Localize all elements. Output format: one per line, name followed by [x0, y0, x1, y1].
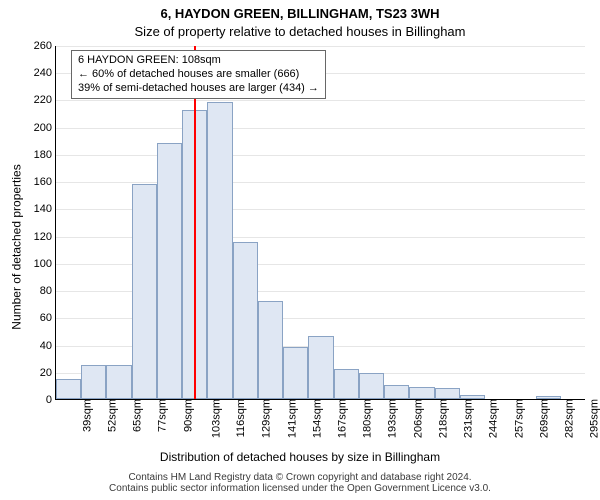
page-title: 6, HAYDON GREEN, BILLINGHAM, TS23 3WH: [0, 6, 600, 21]
y-tick-label: 100: [34, 258, 56, 270]
histogram-bar: [409, 387, 434, 399]
x-tick-label: 231sqm: [459, 399, 475, 438]
histogram-bar: [157, 143, 182, 399]
gridline: [56, 128, 585, 129]
histogram-bar: [359, 373, 384, 399]
y-tick-label: 220: [34, 94, 56, 106]
footer-line-2: Contains public sector information licen…: [0, 483, 600, 494]
histogram-bar: [207, 102, 232, 399]
y-tick-label: 240: [34, 67, 56, 79]
x-tick-label: 295sqm: [585, 399, 600, 438]
y-tick-label: 80: [40, 285, 56, 297]
y-tick-label: 260: [34, 40, 56, 52]
page-subtitle: Size of property relative to detached ho…: [0, 24, 600, 39]
y-tick-label: 160: [34, 176, 56, 188]
x-tick-label: 103sqm: [206, 399, 222, 438]
y-tick-label: 60: [40, 312, 56, 324]
x-tick-label: 218sqm: [434, 399, 450, 438]
x-tick-label: 167sqm: [333, 399, 349, 438]
x-tick-label: 257sqm: [509, 399, 525, 438]
histogram-bar: [435, 388, 460, 399]
y-tick-label: 120: [34, 231, 56, 243]
histogram-bar: [308, 336, 333, 399]
y-tick-label: 200: [34, 122, 56, 134]
chart-page: 6, HAYDON GREEN, BILLINGHAM, TS23 3WH Si…: [0, 0, 600, 500]
histogram-bar: [233, 242, 258, 399]
footer-line-1: Contains HM Land Registry data © Crown c…: [0, 472, 600, 483]
x-tick-label: 206sqm: [408, 399, 424, 438]
x-tick-label: 269sqm: [534, 399, 550, 438]
y-tick-label: 0: [46, 394, 56, 406]
histogram-bar: [283, 347, 308, 399]
info-box-line: 6 HAYDON GREEN: 108sqm: [78, 54, 319, 68]
x-tick-label: 141sqm: [282, 399, 298, 438]
histogram-bar: [460, 395, 485, 399]
y-tick-label: 140: [34, 203, 56, 215]
footer: Contains HM Land Registry data © Crown c…: [0, 472, 600, 494]
plot-area: 02040608010012014016018020022024026039sq…: [55, 46, 585, 400]
x-tick-label: 129sqm: [257, 399, 273, 438]
histogram-bar: [334, 369, 359, 399]
info-box-line: ← 60% of detached houses are smaller (66…: [78, 68, 319, 82]
x-tick-label: 282sqm: [560, 399, 576, 438]
y-axis-label: Number of detached properties: [10, 164, 24, 329]
x-tick-label: 116sqm: [231, 399, 247, 437]
gridline: [56, 155, 585, 156]
info-box-line: 39% of semi-detached houses are larger (…: [78, 82, 319, 96]
x-tick-label: 52sqm: [102, 399, 118, 432]
gridline: [56, 100, 585, 101]
y-tick-label: 180: [34, 149, 56, 161]
y-tick-label: 20: [40, 367, 56, 379]
histogram-bar: [106, 365, 131, 399]
histogram-bar: [81, 365, 106, 399]
x-tick-label: 180sqm: [358, 399, 374, 438]
x-tick-label: 39sqm: [77, 399, 93, 432]
x-tick-label: 154sqm: [307, 399, 323, 438]
gridline: [56, 46, 585, 47]
histogram-bar: [56, 379, 81, 399]
x-tick-label: 65sqm: [128, 399, 144, 432]
info-box: 6 HAYDON GREEN: 108sqm← 60% of detached …: [71, 50, 326, 99]
x-tick-label: 90sqm: [178, 399, 194, 432]
histogram-bar: [536, 396, 561, 399]
histogram-bar: [384, 385, 409, 399]
x-tick-label: 193sqm: [383, 399, 399, 438]
x-tick-label: 77sqm: [153, 399, 169, 432]
histogram-bar: [132, 184, 157, 399]
histogram-bar: [258, 301, 283, 399]
x-axis-label: Distribution of detached houses by size …: [0, 450, 600, 464]
y-tick-label: 40: [40, 340, 56, 352]
x-tick-label: 244sqm: [484, 399, 500, 438]
